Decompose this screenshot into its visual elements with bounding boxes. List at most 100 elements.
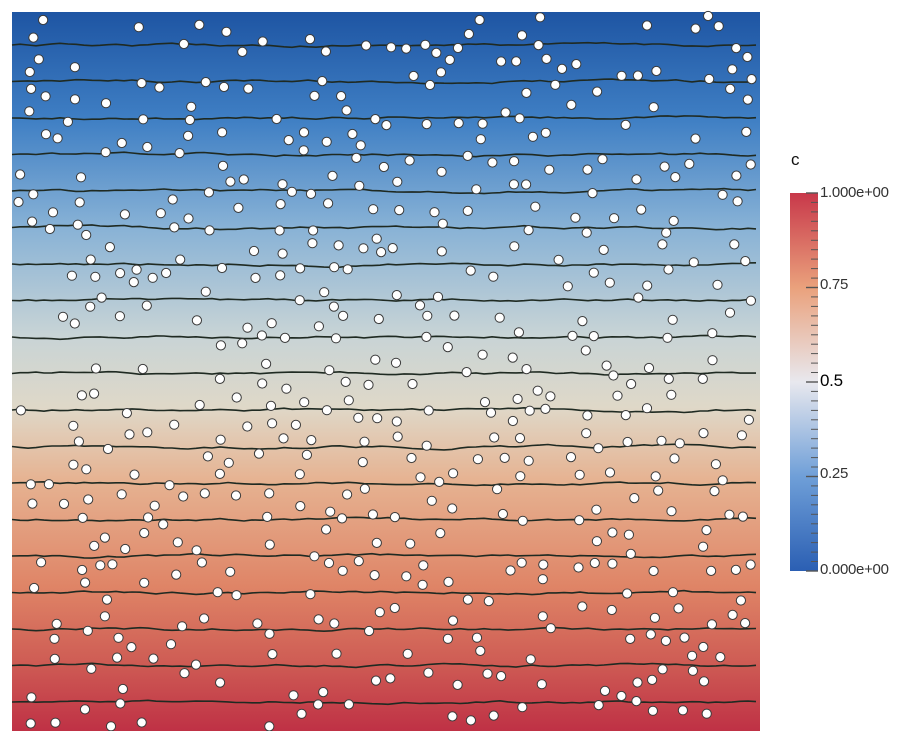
particle [49,653,60,665]
particle [698,676,710,687]
particle [581,227,592,238]
particle [442,633,453,644]
particle [588,267,599,278]
particle [116,489,127,500]
particle [608,370,619,381]
particle [742,94,753,105]
contour-line [11,262,757,269]
particle [347,128,358,140]
particle [725,83,736,95]
particle [545,623,556,634]
particle [715,652,726,663]
particle [604,277,615,288]
particle [745,159,756,170]
particle [299,397,310,408]
particle [203,187,214,198]
particle [647,674,658,686]
particle [663,264,674,275]
particle [128,277,139,288]
particle [81,464,92,475]
particle [616,690,627,702]
particles [13,10,757,731]
particle [659,161,670,172]
particle [401,571,412,582]
particle [77,564,88,576]
particle [423,405,434,416]
particle [169,222,180,233]
particle [742,51,753,63]
particle [381,120,392,131]
particle [214,468,225,479]
particle [426,495,437,506]
particle [607,558,618,569]
particle [52,133,63,144]
particle [404,155,415,166]
particle [509,241,520,252]
particle [622,436,633,448]
particle [321,524,332,535]
colorbar-tick-label-0-25: 0.25 [820,465,848,482]
particle [237,46,248,58]
particle [477,118,488,129]
particle [76,390,88,401]
particle [443,576,454,588]
particle [453,118,464,129]
particle [521,179,532,190]
particle [343,699,354,710]
particle [597,154,608,165]
particle [731,43,742,54]
particle [592,86,603,97]
particle [367,509,378,520]
contour-line [11,151,757,158]
particle [707,328,718,339]
particle [698,428,709,439]
particle [179,668,190,679]
particle [117,683,129,695]
particle [215,677,226,688]
particle [85,301,96,312]
particle [243,83,254,94]
particle [275,199,286,210]
particle [257,36,268,47]
particle [126,642,137,653]
particle [183,130,194,141]
particle [264,488,275,499]
particle [100,147,111,158]
particle [515,471,526,482]
particle [374,607,385,618]
particle [15,169,26,180]
particle [632,70,644,81]
particle [687,650,698,661]
particle [436,166,447,177]
particle [623,529,635,540]
particle [690,23,701,34]
particle [175,254,186,265]
particle [437,218,448,229]
particle [204,225,215,236]
particle [487,157,498,168]
particle [77,512,88,524]
particle [337,565,348,576]
particle [391,290,402,301]
particle [641,20,653,31]
particle [202,451,213,462]
particle [28,189,39,200]
particle [120,543,131,555]
particle [577,601,588,612]
particle [116,137,127,149]
particle [745,295,757,306]
particle [698,641,709,653]
particle [650,471,661,482]
particle [591,504,602,515]
particle [178,491,189,502]
particle [139,527,150,539]
particle [137,363,148,375]
particle [743,414,755,425]
particle [328,301,339,312]
particle [242,322,253,333]
particle [577,316,588,327]
particle [86,663,97,674]
colorbar-title: c [791,150,800,169]
particle [420,39,431,50]
